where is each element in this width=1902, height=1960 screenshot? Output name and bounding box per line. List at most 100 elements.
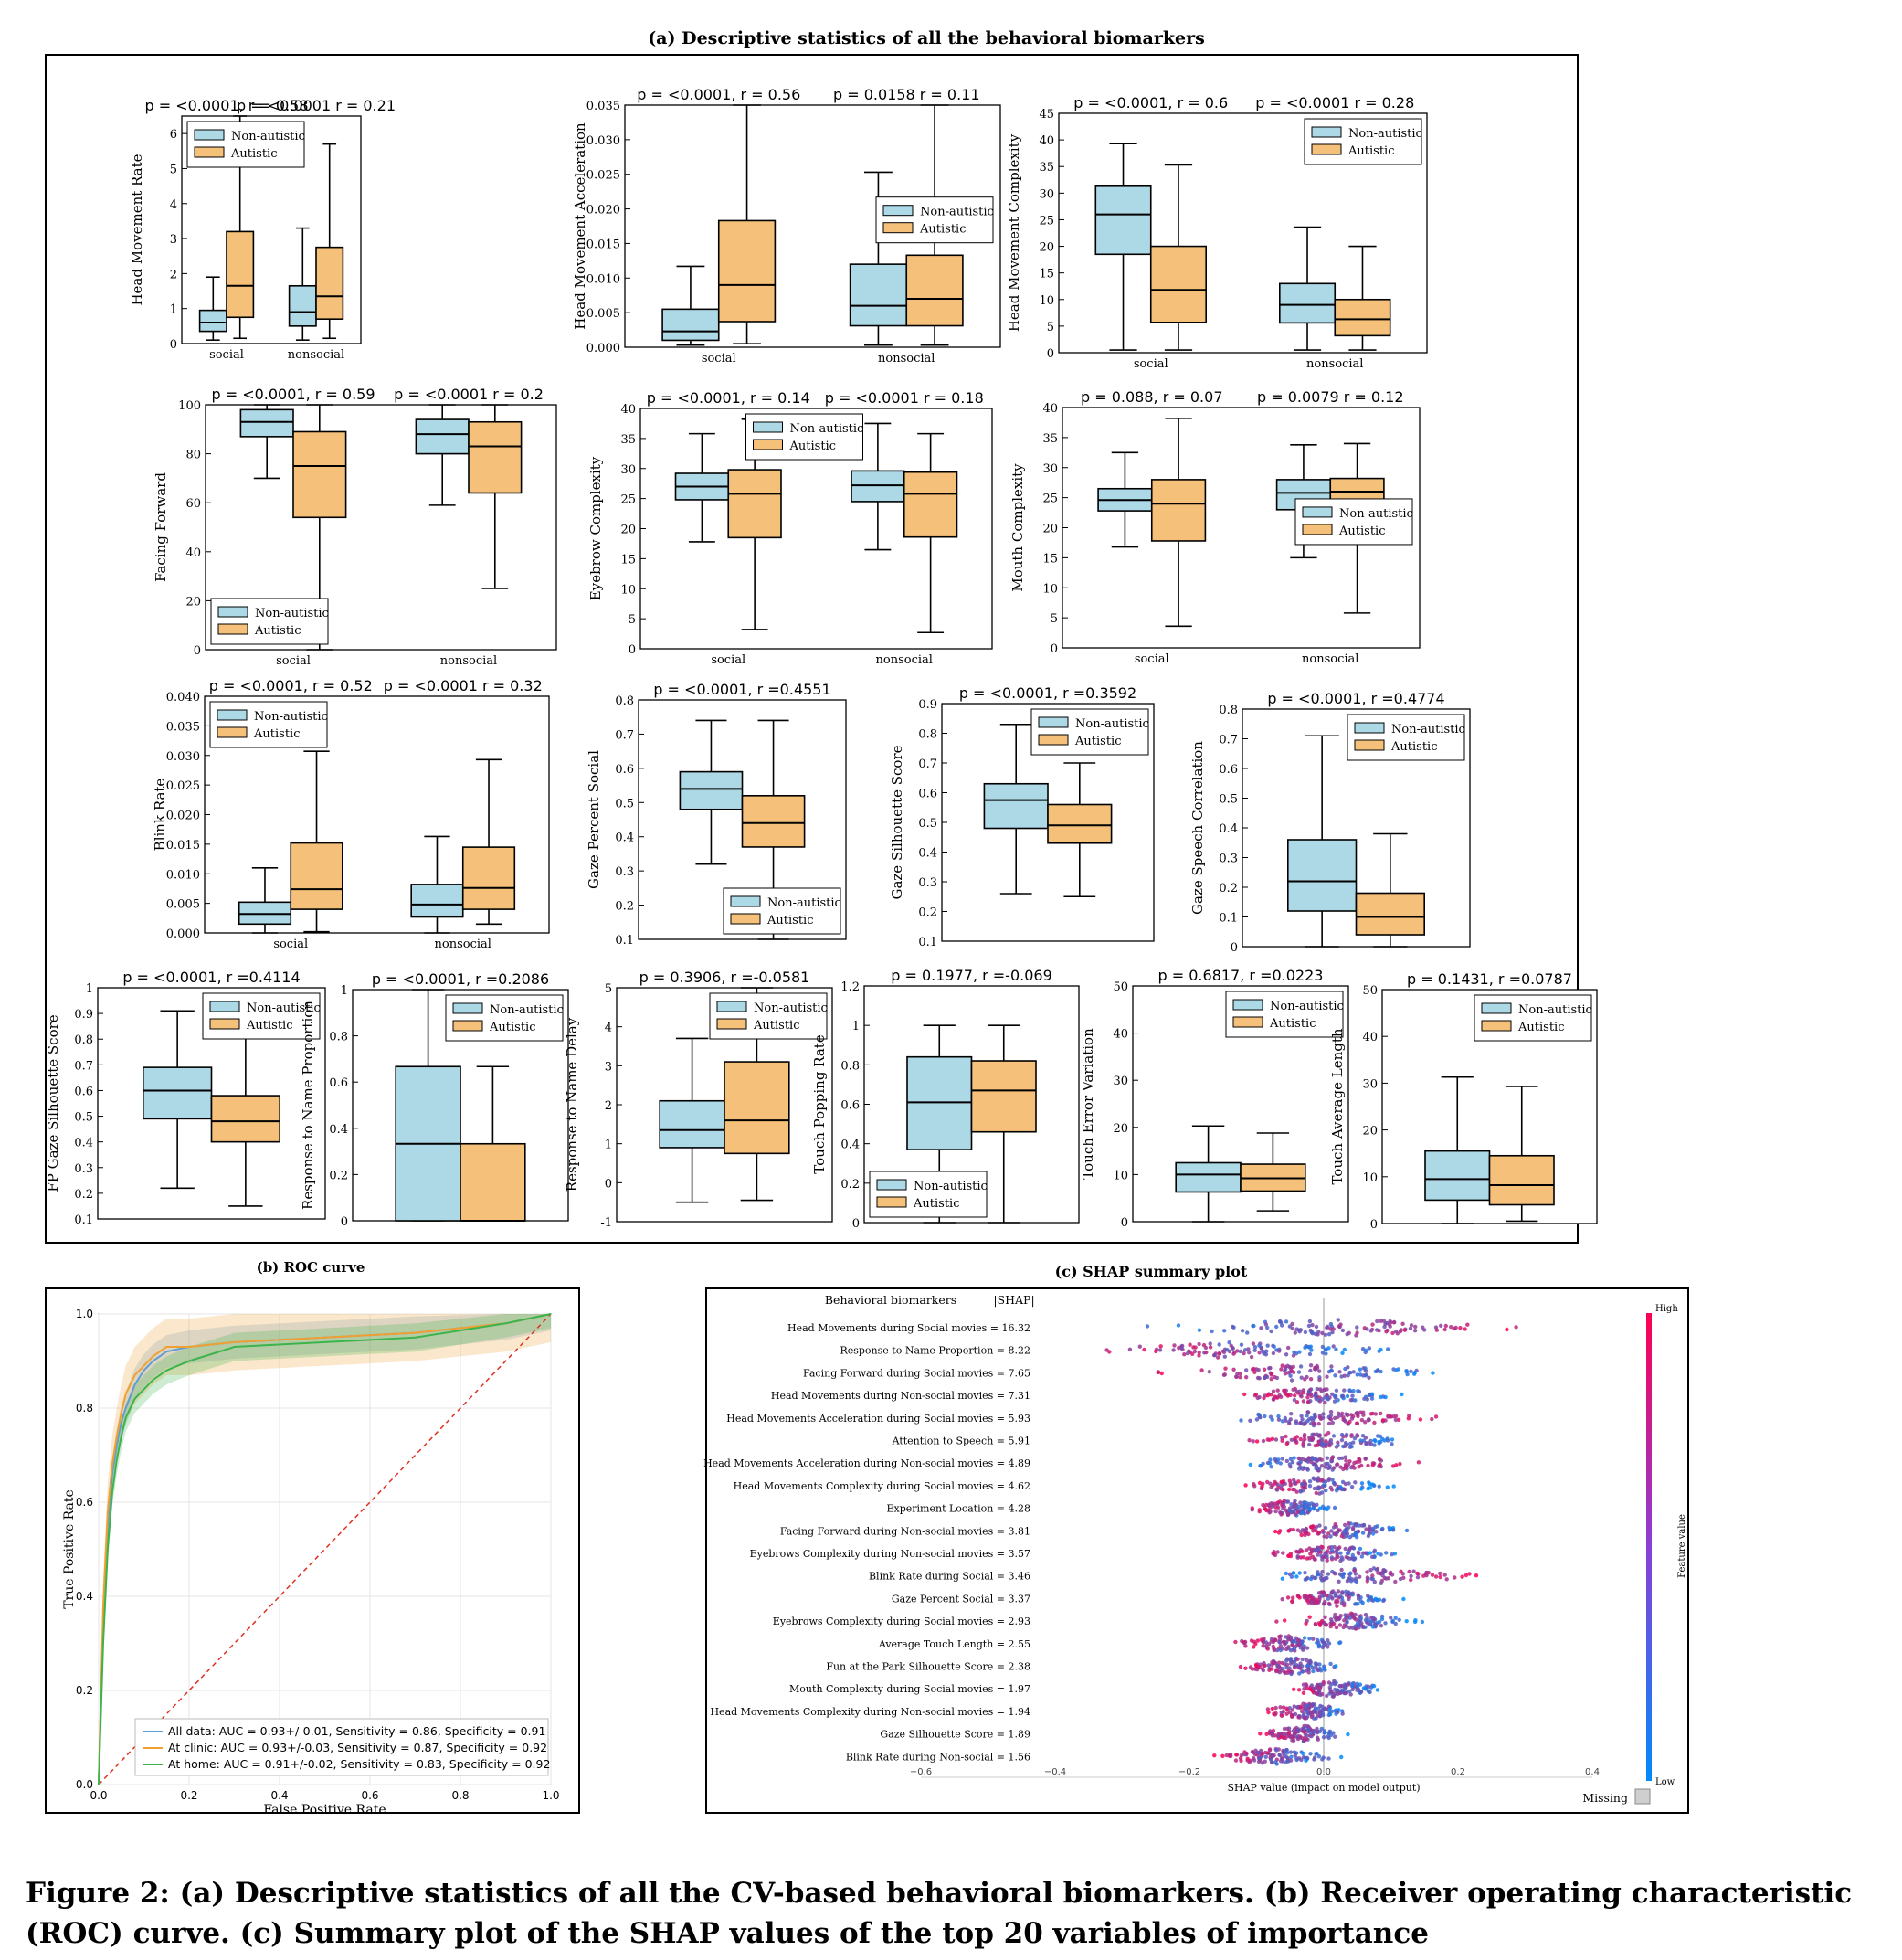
shap-point xyxy=(1453,1325,1458,1330)
y-tick-label: 0.5 xyxy=(1219,793,1238,807)
shap-point xyxy=(1293,1330,1298,1335)
shap-point xyxy=(1278,1759,1284,1764)
shap-point xyxy=(1301,1391,1305,1395)
legend-label: Autistic xyxy=(254,624,301,638)
shap-point xyxy=(1363,1366,1368,1371)
box-non-autistic xyxy=(1287,839,1358,912)
shap-point xyxy=(1285,1512,1291,1517)
shap-point xyxy=(1326,1572,1331,1576)
x-tick-label: 1.0 xyxy=(542,1789,559,1802)
shap-point xyxy=(1329,1364,1334,1369)
shap-point xyxy=(1294,1389,1299,1394)
shap-point xyxy=(1314,1716,1318,1721)
shap-point xyxy=(1361,1523,1367,1528)
shap-point xyxy=(1296,1456,1301,1461)
boxplot-13: 0 0.2 0.4 0.6 0.8 1 1.2 Touch Popping Rate p = 0… xyxy=(811,967,1080,1231)
legend-swatch xyxy=(217,726,248,738)
shap-point xyxy=(1319,1464,1325,1468)
shap-point xyxy=(1338,1485,1343,1489)
shap-point xyxy=(1323,1387,1327,1393)
shap-point xyxy=(1274,1375,1280,1381)
y-tick-label: 30 xyxy=(1039,187,1054,201)
y-tick-label: 0 xyxy=(852,1217,860,1231)
shap-point xyxy=(1281,1735,1286,1741)
shap-point xyxy=(1363,1350,1368,1355)
shap-point xyxy=(1222,1354,1228,1359)
shap-point xyxy=(1307,1687,1312,1691)
shap-point xyxy=(1328,1409,1334,1414)
legend-swatch xyxy=(194,129,225,141)
shap-point xyxy=(1278,1461,1284,1466)
shap-point xyxy=(1353,1398,1358,1403)
shap-point xyxy=(1340,1411,1345,1416)
legend-swatch xyxy=(217,709,248,721)
shap-point xyxy=(1217,1342,1221,1347)
shap-point xyxy=(1292,1687,1296,1692)
shap-point xyxy=(1263,1414,1267,1419)
shap-point xyxy=(1383,1569,1388,1573)
shap-point xyxy=(1367,1346,1372,1351)
y-tick-label: 2 xyxy=(170,268,177,281)
shap-point xyxy=(1289,1754,1294,1759)
shap-point xyxy=(1302,1500,1307,1506)
shap-point xyxy=(1336,1443,1340,1448)
shap-point xyxy=(1283,1369,1287,1373)
shap-point xyxy=(1273,1458,1278,1463)
shap-point xyxy=(1318,1685,1323,1690)
shap-point xyxy=(1328,1661,1333,1667)
y-tick-label: 0.035 xyxy=(166,720,200,734)
shap-point xyxy=(1329,1488,1335,1492)
shap-point xyxy=(1280,1457,1285,1461)
shap-point xyxy=(1316,1572,1320,1576)
y-tick-label: 0.6 xyxy=(1219,763,1238,777)
shap-point xyxy=(1347,1445,1353,1449)
legend-swatch xyxy=(209,1018,240,1030)
shap-point xyxy=(1372,1420,1377,1425)
shap-point xyxy=(1277,1347,1282,1352)
y-tick-label: 0.4 xyxy=(74,1137,93,1150)
shap-point xyxy=(1307,1319,1313,1324)
x-tick-label: 0.4 xyxy=(270,1789,288,1802)
shap-point xyxy=(1348,1571,1353,1575)
shap-point xyxy=(1182,1352,1187,1357)
box-autistic xyxy=(717,219,777,323)
shap-point xyxy=(1329,1441,1334,1446)
p-value-annotation: p = 0.1977, r =-0.069 xyxy=(891,967,1052,984)
shap-point xyxy=(1355,1372,1359,1377)
shap-point xyxy=(1320,1645,1326,1650)
box-non-autistic xyxy=(1424,1150,1491,1202)
legend-frame xyxy=(709,992,828,1040)
box-autistic xyxy=(903,471,958,538)
shap-point xyxy=(1243,1483,1248,1488)
shap-point xyxy=(1313,1621,1318,1626)
shap-point xyxy=(1363,1625,1368,1630)
shap-point xyxy=(1368,1551,1373,1555)
shap-point xyxy=(1254,1439,1260,1444)
shap-point xyxy=(1288,1553,1294,1559)
shap-point xyxy=(1358,1599,1364,1604)
roc-legend-label: All data: AUC = 0.93+/-0.01, Sensitivity… xyxy=(168,1724,545,1738)
legend-swatch xyxy=(716,1018,747,1030)
shap-point xyxy=(1248,1418,1252,1424)
shap-point xyxy=(1320,1330,1325,1336)
legend-label: Non-autistic xyxy=(790,422,864,436)
shap-point xyxy=(1277,1753,1283,1758)
shap-point xyxy=(1369,1616,1374,1620)
shap-point xyxy=(1292,1750,1297,1754)
legend-frame xyxy=(869,1171,988,1218)
shap-point xyxy=(1271,1644,1275,1649)
shap-point xyxy=(1197,1351,1201,1355)
shap-point xyxy=(1359,1481,1365,1486)
shap-point xyxy=(1374,1328,1379,1332)
shap-point xyxy=(1443,1323,1449,1329)
shap-point xyxy=(1351,1389,1356,1393)
shap-point xyxy=(1285,1393,1291,1398)
shap-point xyxy=(1281,1551,1285,1555)
shap-point xyxy=(1265,1751,1271,1755)
shap-point xyxy=(1398,1576,1403,1582)
y-tick-label: 0.4 xyxy=(76,1590,93,1603)
shap-point xyxy=(1300,1657,1305,1662)
shap-point xyxy=(1407,1569,1411,1574)
y-tick-label: 0.5 xyxy=(615,797,634,810)
